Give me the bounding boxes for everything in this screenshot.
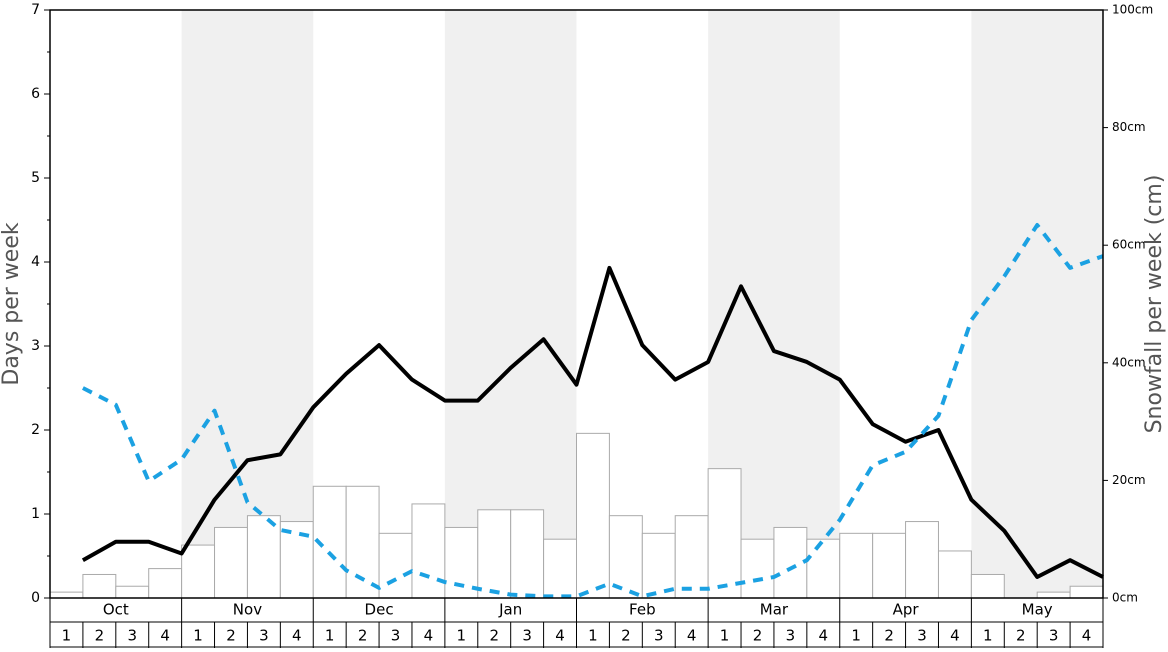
bar [82,573,117,599]
month-label: Apr [893,601,920,619]
x-tick-label: 3 [786,627,796,645]
y-tick-label: 4 [31,254,40,270]
y-tick-label: 1 [31,506,40,522]
bar [411,503,446,599]
x-tick-label: 1 [325,627,335,645]
bar [1036,591,1071,599]
bar [740,538,775,599]
x-tick-label: 2 [95,627,105,645]
month-label: Oct [103,601,129,619]
month-band [971,10,1103,598]
x-tick-label: 3 [259,627,269,645]
x-tick-label: 3 [391,627,401,645]
line [81,265,1104,579]
month-band [181,10,314,598]
bar [543,538,577,599]
x-tick-label: 4 [160,627,170,645]
bar [378,532,413,599]
bar [872,532,907,599]
x-tick-label: 4 [819,627,829,645]
x-tick-label: 2 [489,627,499,645]
bar [905,521,939,599]
bar [970,573,1005,599]
x-tick-label: 1 [983,627,993,645]
month-label: Mar [760,601,789,619]
x-tick-label: 3 [1049,627,1059,645]
x-tick-label: 2 [226,627,236,645]
y-tick-label: 0 [31,590,40,606]
x-tick-label: 1 [720,627,730,645]
x-tick-label: 1 [457,627,467,645]
y-tick-label: 7 [31,2,40,18]
x-tick-label: 1 [62,627,72,645]
month-band [444,10,577,598]
x-tick-label: 2 [1016,627,1026,645]
y2-tick-label: 60cm [1112,238,1146,252]
bar [839,532,874,599]
month-label: Jan [498,601,522,619]
bar [510,509,545,599]
y2-axis-label: Snowfall per week (cm) [1142,175,1167,434]
x-tick-label: 4 [555,627,565,645]
x-tick-label: 4 [292,627,302,645]
x-tick-label: 4 [424,627,434,645]
x-tick-label: 3 [917,627,927,645]
y-tick-label: 2 [31,422,40,438]
x-tick-label: 1 [851,627,861,645]
bar [1069,585,1104,599]
y-tick-label: 5 [31,170,40,186]
bar [49,591,84,599]
bar [477,509,512,599]
y2-tick-label: 20cm [1112,473,1146,487]
x-tick-label: 3 [654,627,664,645]
y2-tick-label: 80cm [1112,120,1146,134]
month-label: Feb [629,601,656,619]
y2-tick-label: 40cm [1112,355,1146,369]
bar [279,521,314,599]
bar [576,432,610,599]
y2-tick-label: 0cm [1112,591,1138,605]
bar [937,550,972,599]
bar [115,585,150,599]
bar [674,515,709,599]
x-tick-label: 4 [687,627,697,645]
x-tick-label: 2 [358,627,368,645]
x-tick-label: 4 [950,627,960,645]
month-label: Dec [365,601,394,619]
y-axis-label: Days per week [0,222,24,385]
y-tick-label: 6 [31,86,40,102]
x-tick-label: 2 [753,627,763,645]
x-tick-label: 3 [522,627,532,645]
bar [641,532,676,599]
x-tick-label: 2 [884,627,894,645]
bar [246,515,281,599]
bar [148,568,183,599]
bar [707,468,742,599]
x-tick-label: 3 [127,627,137,645]
month-label: May [1022,601,1053,619]
bar [214,526,248,599]
x-tick-label: 2 [621,627,631,645]
x-tick-label: 1 [193,627,203,645]
month-label: Nov [233,601,262,619]
x-tick-label: 1 [588,627,598,645]
y-tick-label: 3 [31,338,40,354]
x-tick-label: 4 [1082,627,1092,645]
bar [806,538,841,599]
bar [181,544,216,599]
bar [773,526,808,599]
y2-tick-label: 100cm [1112,3,1153,17]
